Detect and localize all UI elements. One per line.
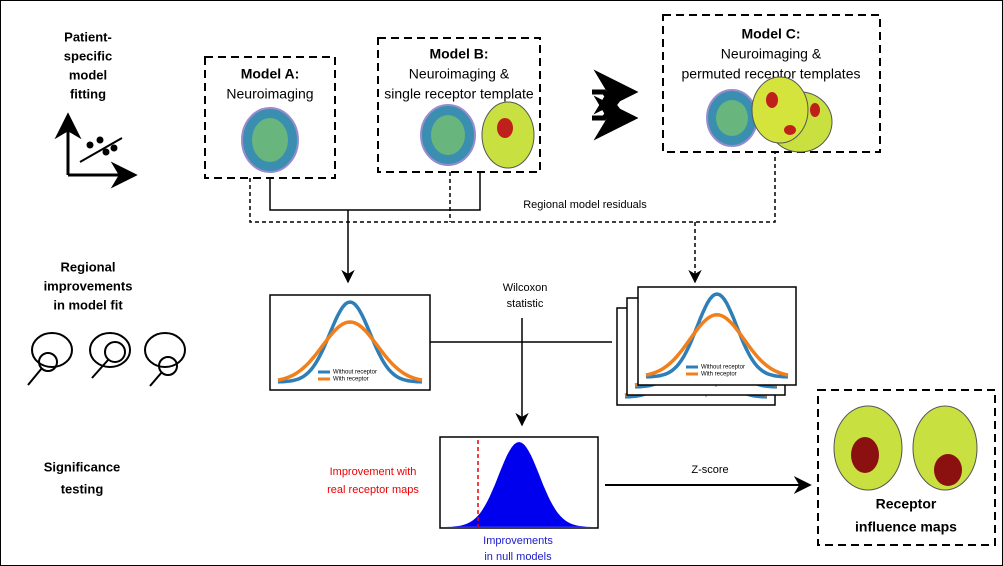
label-line: model [69,67,107,82]
null-plot [440,437,598,528]
brain-icons [28,333,185,386]
residuals-label: Regional model residuals [523,199,647,211]
wilcoxon-label: Wilcoxon [503,282,548,294]
model-title: Model B: [429,46,488,62]
section-label: Patient- specific model fitting Regional… [44,29,133,496]
label-line: specific [64,48,112,63]
model-title: Model C: [741,26,800,42]
label-line: Patient- [64,29,112,44]
model-line: Neuroimaging & [721,46,822,62]
model-line: Neuroimaging [226,86,313,102]
legend-label: With receptor [333,377,369,383]
model-line: single receptor template [384,86,534,102]
label-line: Regional [61,259,116,274]
label-line: fitting [70,86,106,101]
model-box: Model A: Neuroimaging [205,57,335,178]
null-label: in null models [484,551,552,563]
model-title: Model A: [241,66,300,82]
fit-icon [68,115,135,175]
shuffle-icon [592,92,634,118]
label-line: in model fit [53,297,123,312]
label-line: testing [61,481,104,496]
model-box: Model B: Neuroimaging & single receptor … [378,38,540,172]
legend-label: Without receptor [333,370,377,376]
label-line: Significance [44,459,121,474]
model-line: Neuroimaging & [409,66,510,82]
wilcoxon-label: statistic [507,298,544,310]
output-title: influence maps [855,519,957,535]
label-line: improvements [44,278,133,293]
null-label: Improvements [483,535,553,547]
real-label: Improvement with [330,466,417,478]
output-box: Receptor influence maps [818,390,995,545]
legend-label: With receptor [701,372,737,378]
output-title: Receptor [876,496,937,512]
zscore-label: Z-score [691,464,728,476]
real-label: real receptor maps [327,484,419,496]
model-box: Model C: Neuroimaging & permuted recepto… [663,15,880,152]
diagram: Patient- specific model fitting Regional… [0,0,1003,566]
legend-label: Without receptor [701,365,745,371]
